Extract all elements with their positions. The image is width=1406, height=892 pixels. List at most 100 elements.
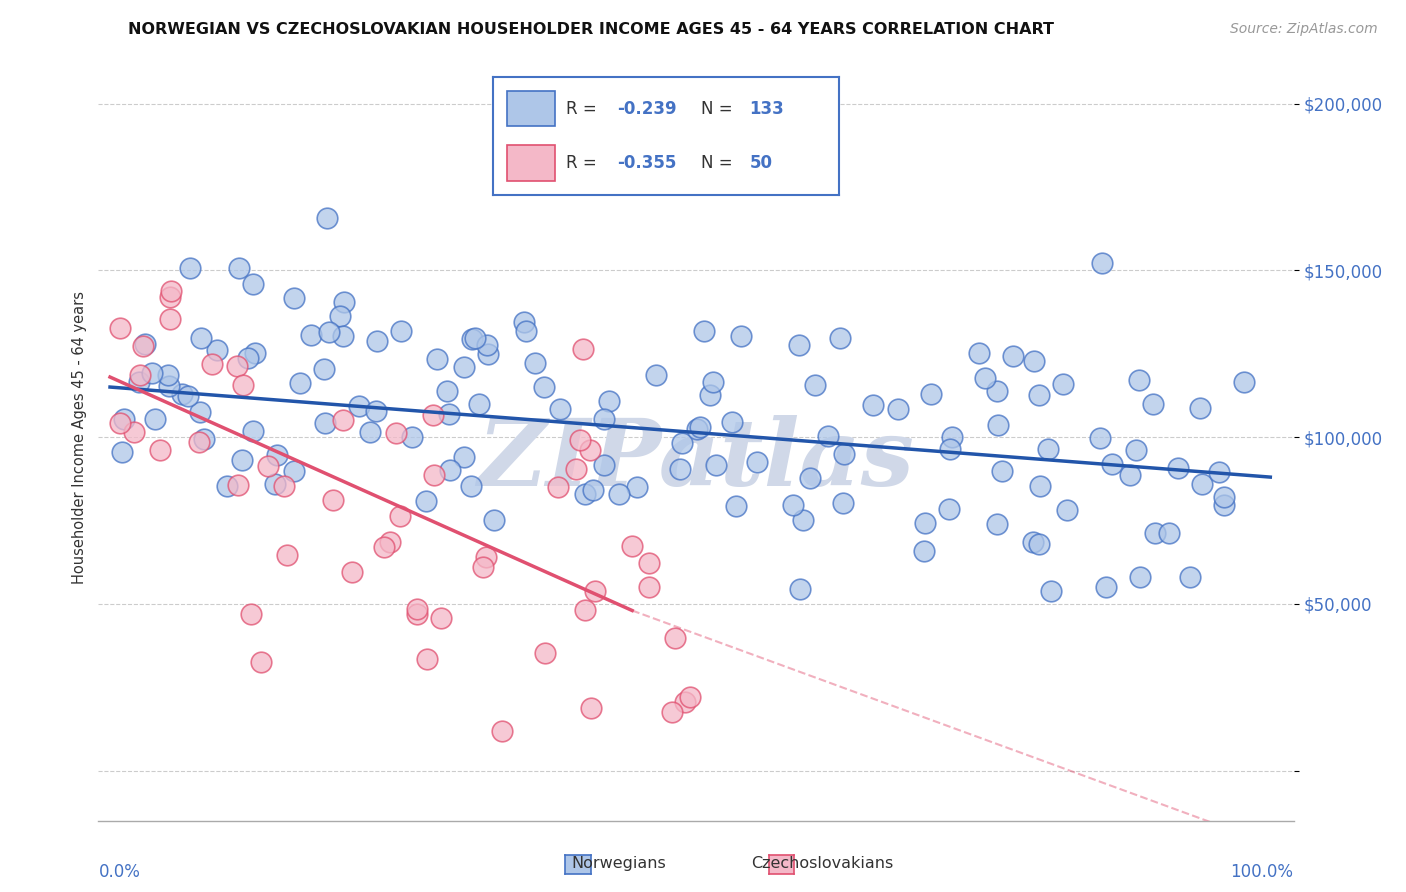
Point (437, 407, 460, 421)
Point (938, 442, 960, 457)
Point (329, 309, 352, 323)
Text: ZIPatlas: ZIPatlas (478, 415, 914, 505)
Point (312, 361, 335, 376)
Point (673, 695, 696, 709)
Point (817, 429, 839, 443)
Point (401, 429, 423, 443)
Point (131, 338, 153, 352)
Point (1028, 479, 1050, 493)
Point (987, 417, 1010, 432)
Point (1213, 491, 1236, 505)
Point (799, 470, 821, 484)
Point (436, 384, 458, 398)
Point (689, 420, 711, 434)
Point (990, 464, 1012, 478)
Point (373, 540, 395, 554)
Point (160, 284, 183, 298)
Point (378, 535, 401, 549)
Point (134, 336, 156, 351)
Point (347, 399, 370, 413)
Point (986, 516, 1008, 531)
Point (464, 331, 486, 345)
Point (974, 371, 997, 385)
Point (273, 479, 295, 493)
Point (112, 411, 135, 425)
Point (1036, 442, 1059, 457)
Point (832, 496, 855, 510)
Point (472, 560, 495, 574)
Point (593, 411, 616, 425)
Point (108, 416, 131, 430)
Point (149, 443, 172, 458)
Text: 0.0%: 0.0% (98, 863, 141, 880)
Point (671, 436, 693, 450)
Point (607, 486, 630, 500)
Point (231, 453, 253, 467)
Point (1167, 461, 1189, 475)
Point (572, 342, 595, 356)
Point (228, 260, 250, 275)
Point (721, 416, 744, 430)
Point (141, 367, 163, 381)
Point (187, 435, 209, 450)
Point (128, 375, 150, 389)
Point (583, 584, 606, 599)
Point (389, 325, 412, 339)
Point (644, 368, 666, 382)
Point (226, 359, 249, 373)
Point (1101, 457, 1123, 471)
Text: Norwegians: Norwegians (571, 856, 666, 871)
Point (523, 356, 546, 370)
Text: Source: ZipAtlas.com: Source: ZipAtlas.com (1230, 22, 1378, 37)
Point (122, 425, 145, 439)
Point (986, 384, 1008, 399)
Point (920, 386, 942, 401)
Point (574, 603, 596, 617)
Text: NORWEGIAN VS CZECHOSLOVAKIAN HOUSEHOLDER INCOME AGES 45 - 64 YEARS CORRELATION C: NORWEGIAN VS CZECHOSLOVAKIAN HOUSEHOLDER… (128, 22, 1053, 37)
Point (426, 351, 449, 366)
Point (406, 607, 429, 622)
Point (1052, 377, 1074, 392)
Point (226, 478, 249, 492)
Point (245, 346, 267, 360)
Point (172, 387, 194, 401)
Point (461, 332, 484, 346)
Point (416, 652, 439, 666)
Point (661, 705, 683, 719)
Point (533, 646, 555, 660)
Point (1128, 372, 1150, 386)
Point (792, 512, 814, 526)
Point (941, 430, 963, 444)
Point (439, 463, 461, 477)
Point (477, 347, 499, 361)
Point (1021, 534, 1043, 549)
Point (177, 389, 200, 403)
Point (159, 290, 181, 304)
Point (725, 499, 748, 513)
Point (1094, 580, 1116, 594)
Point (314, 416, 336, 430)
Point (1088, 431, 1111, 445)
Point (547, 480, 569, 494)
Point (787, 338, 810, 352)
Point (477, 337, 499, 351)
Point (1189, 401, 1212, 415)
Point (626, 480, 648, 494)
Point (468, 396, 491, 410)
Point (332, 329, 354, 343)
Point (1125, 442, 1147, 457)
Point (453, 450, 475, 464)
Point (453, 359, 475, 374)
Point (1028, 388, 1050, 402)
Point (190, 330, 212, 344)
Point (804, 378, 827, 392)
Point (156, 368, 179, 382)
Point (491, 723, 513, 738)
Point (969, 346, 991, 360)
Point (1039, 584, 1062, 599)
Point (887, 401, 910, 416)
Point (108, 321, 131, 335)
Point (568, 433, 591, 447)
Point (264, 477, 287, 491)
Y-axis label: Householder Income Ages 45 - 64 years: Householder Income Ages 45 - 64 years (72, 291, 87, 583)
